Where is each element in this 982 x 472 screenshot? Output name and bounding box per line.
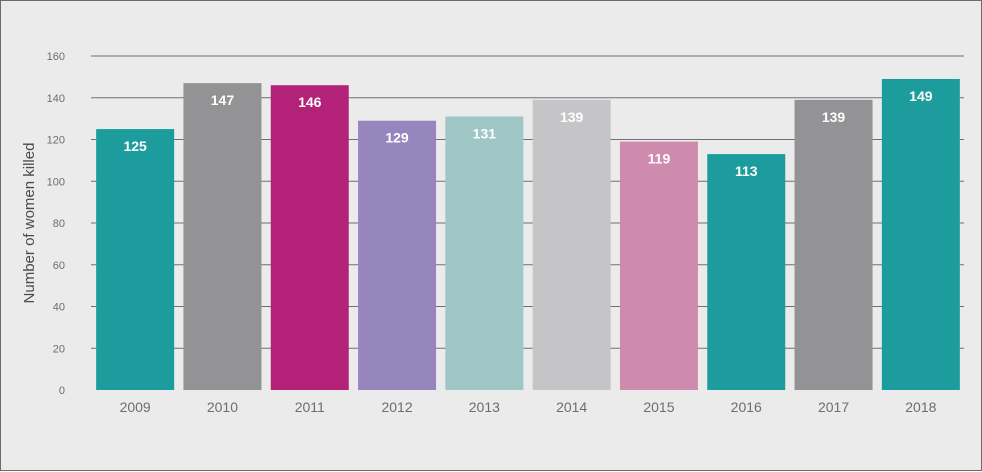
data-label-2016: 113 (735, 163, 758, 179)
y-tick-label: 160 (47, 51, 65, 63)
bar-2009 (96, 129, 175, 390)
data-label-2012: 129 (385, 130, 409, 146)
y-tick-label: 80 (53, 218, 65, 230)
data-label-2017: 139 (822, 109, 846, 125)
bar-2010 (183, 83, 262, 390)
bar-2018 (881, 78, 960, 391)
x-tick-label-2010: 2010 (207, 399, 238, 415)
bar-2015 (619, 141, 698, 390)
bar-2017 (794, 99, 873, 391)
x-tick-label-2015: 2015 (643, 399, 674, 415)
data-label-2009: 125 (123, 138, 147, 154)
x-tick-label-2009: 2009 (120, 399, 151, 415)
y-tick-label: 60 (53, 260, 65, 272)
x-tick-label-2011: 2011 (295, 399, 325, 415)
x-tick-label-2014: 2014 (556, 399, 587, 415)
data-label-2010: 147 (211, 92, 235, 108)
bar-2014 (532, 99, 611, 391)
bar-2011 (270, 85, 349, 390)
y-axis-label: Number of women killed (21, 143, 38, 304)
data-labels: 125 147 146 129 131 139 119 113 139 149 (123, 88, 932, 179)
data-label-2013: 131 (473, 126, 497, 142)
y-tick-label: 100 (47, 176, 65, 188)
data-label-2015: 119 (648, 151, 671, 167)
x-tick-label-2013: 2013 (469, 399, 500, 415)
x-tick-label-2016: 2016 (731, 399, 762, 415)
x-tick-label-2012: 2012 (381, 399, 412, 415)
bar-2012 (358, 120, 437, 391)
data-label-2014: 139 (560, 109, 584, 125)
bars (96, 78, 960, 391)
y-tick-label: 0 (59, 385, 65, 397)
x-tick-label-2017: 2017 (818, 399, 849, 415)
data-label-2018: 149 (909, 88, 933, 104)
x-tick-label-2018: 2018 (905, 399, 936, 415)
y-tick-label: 20 (53, 343, 65, 355)
x-axis-ticks: 2009 2010 2011 2012 2013 2014 2015 2016 2017 2018 (120, 399, 937, 415)
y-tick-label: 140 (47, 93, 65, 105)
y-axis-ticks: 0 20 40 60 80 100 120 140 160 (47, 51, 65, 397)
data-label-2011: 146 (298, 94, 322, 110)
y-tick-label: 120 (47, 135, 65, 147)
y-tick-label: 40 (53, 302, 65, 314)
bar-2016 (707, 154, 786, 390)
bar-2013 (445, 116, 524, 390)
